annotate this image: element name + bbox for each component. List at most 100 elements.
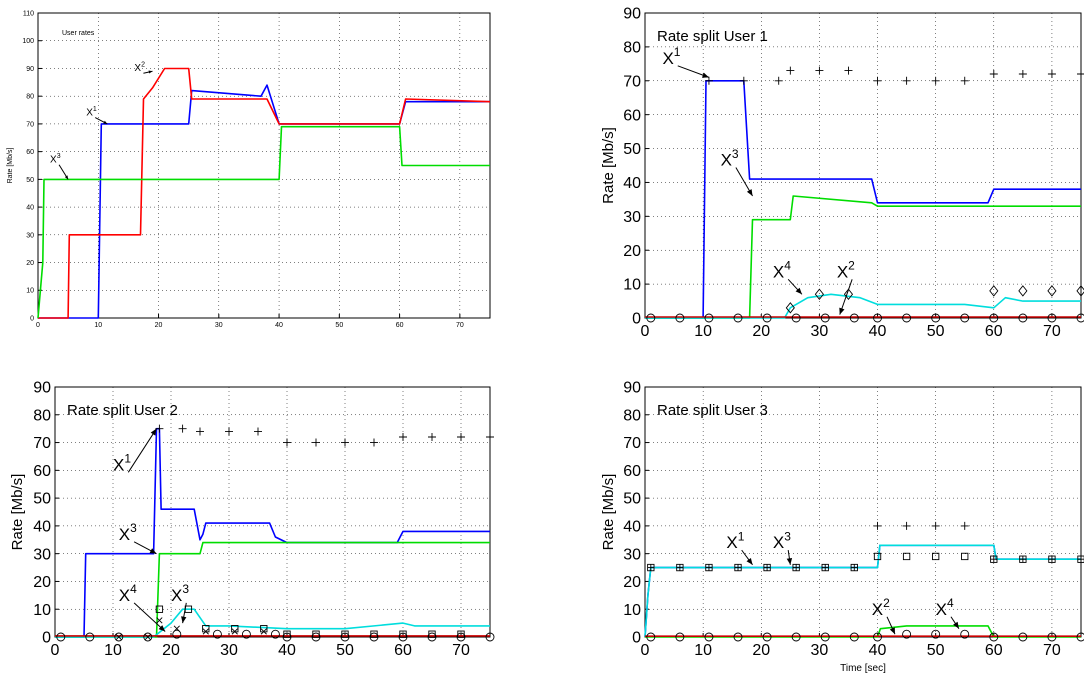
square-plus-marker-cross xyxy=(822,564,829,571)
circle-marker xyxy=(931,629,941,639)
series-annotation: X3 xyxy=(50,153,61,166)
series-line-x4 xyxy=(55,608,490,638)
y-tick-label: 70 xyxy=(623,435,641,452)
x-tick-label: 40 xyxy=(869,642,887,659)
x-tick-label: 20 xyxy=(162,642,180,659)
annotation-arrowhead xyxy=(702,72,709,78)
plus-marker xyxy=(254,427,262,436)
y-tick-label: 30 xyxy=(26,232,34,239)
circle-marker xyxy=(791,313,801,323)
plus-marker xyxy=(739,76,748,85)
circle-marker xyxy=(902,313,912,323)
x-tick-label: 10 xyxy=(694,323,712,340)
y-tick-label: 50 xyxy=(26,177,34,184)
x-tick-label: 10 xyxy=(94,322,102,329)
circle-marker xyxy=(1047,313,1057,323)
y-tick-label: 110 xyxy=(23,10,34,17)
x-tick-label: 50 xyxy=(927,323,945,340)
plus-marker xyxy=(178,424,187,433)
plus-marker xyxy=(399,433,407,441)
annotation-arrowhead xyxy=(150,428,157,436)
y-tick-label: 60 xyxy=(33,463,51,480)
x-tick-label: 60 xyxy=(396,322,404,329)
circle-marker xyxy=(733,632,743,642)
series-annotation-superscript: 3 xyxy=(182,582,189,596)
circle-marker xyxy=(1018,632,1028,642)
plus-marker xyxy=(931,76,940,85)
circle-marker xyxy=(398,632,408,642)
diamond-marker xyxy=(1047,285,1057,297)
series-annotation-superscript: 4 xyxy=(130,582,137,596)
chart-title: Rate split User 2 xyxy=(67,402,178,419)
cross-marker xyxy=(144,633,151,641)
plus-marker xyxy=(786,66,795,75)
diamond-marker xyxy=(843,288,854,300)
y-tick-label: 40 xyxy=(623,175,641,192)
x-tick-label: 70 xyxy=(452,642,470,659)
chart-panel-4: 0 10 20 30 40 50 60 70 0 10 20 30 40 50 60 70 80 90 Rate s… xyxy=(600,380,1084,674)
plot-area xyxy=(644,386,1082,638)
x-tick-label: 40 xyxy=(275,322,283,329)
series-annotation-superscript: 4 xyxy=(784,259,791,273)
y-tick-label: 20 xyxy=(33,574,51,591)
y-tick-label: 60 xyxy=(26,149,34,156)
chart-title: Rate split User 1 xyxy=(657,28,768,45)
diamond-marker xyxy=(785,302,795,314)
circle-marker xyxy=(270,629,280,639)
x-tick-label: 70 xyxy=(456,322,464,329)
y-tick-label: 60 xyxy=(623,463,641,480)
x-tick-label: 40 xyxy=(869,323,887,340)
circle-marker xyxy=(675,632,685,642)
circle-marker xyxy=(485,632,495,642)
cross-marker xyxy=(156,617,163,624)
x-tick-label: 10 xyxy=(694,642,712,659)
x-tick-label: 0 xyxy=(36,322,40,329)
annotation-arrowhead xyxy=(839,307,845,315)
plus-marker xyxy=(312,438,320,447)
circle-marker xyxy=(733,313,743,323)
y-tick-label: 10 xyxy=(33,602,51,619)
circle-marker xyxy=(646,313,656,323)
y-tick-label: 80 xyxy=(623,39,641,56)
y-tick-label: 0 xyxy=(42,630,51,647)
series-line-x4 xyxy=(645,293,1081,319)
square-marker xyxy=(155,605,164,613)
y-tick-label: 80 xyxy=(623,407,641,424)
series-line-x1 xyxy=(645,80,1081,319)
x-tick-label: 50 xyxy=(336,642,354,659)
plus-marker xyxy=(196,427,204,436)
series-annotation: X1 xyxy=(86,106,97,119)
y-tick-label: 90 xyxy=(623,380,641,397)
plus-marker xyxy=(844,66,853,75)
plus-marker xyxy=(902,76,911,85)
series-annotation-superscript: 3 xyxy=(784,529,791,543)
plus-marker xyxy=(225,427,233,436)
circle-marker xyxy=(849,632,859,642)
y-tick-label: 30 xyxy=(623,209,641,226)
x-tick-label: 60 xyxy=(985,323,1003,340)
square-plus-marker-cross xyxy=(676,564,684,571)
x-tick-label: 70 xyxy=(1043,323,1061,340)
circle-marker xyxy=(704,313,714,323)
square-plus-marker-cross xyxy=(1019,556,1027,563)
circle-marker xyxy=(675,313,685,323)
circle-marker xyxy=(1047,632,1057,642)
y-tick-label: 50 xyxy=(623,491,641,508)
annotation-arrowhead xyxy=(181,616,187,624)
annotation-arrowhead xyxy=(795,287,802,295)
circle-marker xyxy=(820,313,830,323)
circle-marker xyxy=(369,632,379,642)
y-tick-label: 40 xyxy=(26,205,34,212)
y-tick-label: 90 xyxy=(26,66,34,73)
square-plus-marker-cross xyxy=(734,564,742,571)
y-tick-label: 20 xyxy=(623,574,641,591)
annotation-arrowhead xyxy=(746,558,753,565)
series-annotation-superscript: 1 xyxy=(674,45,681,59)
series-annotation: X2 xyxy=(134,62,145,75)
plus-marker xyxy=(370,438,378,447)
plus-marker xyxy=(873,521,882,530)
y-tick-label: 30 xyxy=(623,546,641,563)
y-tick-label: 90 xyxy=(623,6,641,23)
series-annotation-superscript: 2 xyxy=(883,596,890,610)
y-tick-label: 20 xyxy=(26,260,34,267)
